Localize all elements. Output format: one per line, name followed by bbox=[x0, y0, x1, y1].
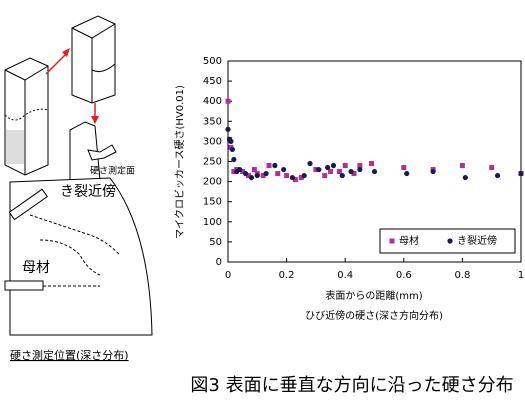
y-tick-label: 400 bbox=[203, 96, 222, 107]
point bbox=[307, 161, 312, 166]
point bbox=[369, 161, 374, 166]
legend-label: き裂近傍 bbox=[457, 234, 497, 247]
y-tick-label: 250 bbox=[203, 157, 222, 168]
shade bbox=[6, 130, 24, 164]
arrow bbox=[46, 52, 68, 74]
point bbox=[348, 169, 353, 174]
point bbox=[357, 167, 362, 172]
point bbox=[316, 167, 321, 172]
x-tick-label: 0.2 bbox=[279, 270, 295, 281]
point bbox=[325, 165, 330, 170]
caption: 図3 表面に垂直な方向に沿った硬さ分布 bbox=[190, 375, 513, 396]
point bbox=[322, 173, 327, 178]
x-axis-label: 表面からの距離(mm) bbox=[325, 289, 422, 302]
point bbox=[518, 171, 523, 176]
position-label: 硬さ測定位置(深さ分布) bbox=[10, 348, 129, 362]
y-tick-label: 300 bbox=[203, 136, 222, 147]
point bbox=[302, 173, 307, 178]
figure: 硬さ測定面 き裂近傍 母材 硬さ測定位置(深さ分布) マイクロビッカース硬さ(H… bbox=[0, 0, 525, 402]
x-tick-label: 0.8 bbox=[454, 270, 470, 281]
legend-marker bbox=[390, 239, 395, 244]
crack-label: き裂近傍 bbox=[60, 183, 116, 200]
point bbox=[272, 163, 277, 168]
point bbox=[404, 171, 409, 176]
point bbox=[243, 171, 248, 176]
x-tick-label: 1 bbox=[518, 270, 524, 281]
arrowhead bbox=[91, 116, 99, 124]
point bbox=[267, 163, 272, 168]
x-tick-label: 0.4 bbox=[337, 270, 353, 281]
point bbox=[275, 171, 280, 176]
point bbox=[263, 171, 268, 176]
x-tick-label: 0.6 bbox=[396, 270, 412, 281]
point bbox=[401, 165, 406, 170]
point bbox=[228, 139, 233, 144]
y-tick-label: 150 bbox=[203, 197, 222, 208]
point bbox=[255, 173, 260, 178]
point bbox=[284, 173, 289, 178]
x-tick-label: 0 bbox=[225, 270, 231, 281]
point bbox=[290, 175, 295, 180]
y-tick-label: 100 bbox=[203, 217, 222, 228]
y-axis-label: マイクロビッカース硬さ(HV0.01) bbox=[174, 85, 186, 239]
point bbox=[489, 165, 494, 170]
point bbox=[340, 173, 345, 178]
point bbox=[230, 147, 235, 152]
point bbox=[460, 163, 465, 168]
point bbox=[331, 163, 336, 168]
point bbox=[431, 169, 436, 174]
y-tick-label: 350 bbox=[203, 116, 222, 127]
block bbox=[72, 16, 115, 103]
point bbox=[343, 163, 348, 168]
subtitle: ひび近傍の硬さ(深さ方向分布) bbox=[305, 309, 443, 322]
y-tick-label: 200 bbox=[203, 177, 222, 188]
y-tick-label: 50 bbox=[209, 237, 222, 248]
base-label: 母材 bbox=[22, 260, 50, 276]
surface-label: 硬さ測定面 bbox=[90, 165, 135, 177]
point bbox=[463, 175, 468, 180]
point bbox=[372, 169, 377, 174]
point bbox=[495, 173, 500, 178]
point bbox=[281, 167, 286, 172]
y-tick-label: 0 bbox=[216, 257, 222, 268]
point bbox=[231, 157, 236, 162]
point bbox=[249, 175, 254, 180]
base-zone bbox=[5, 281, 43, 290]
legend-label: 母材 bbox=[399, 234, 419, 247]
y-tick-label: 450 bbox=[203, 76, 222, 87]
diagram: 硬さ測定面 き裂近傍 母材 硬さ測定位置(深さ分布) bbox=[5, 16, 152, 362]
point bbox=[225, 127, 230, 132]
arrowhead bbox=[62, 48, 70, 57]
point bbox=[226, 99, 231, 104]
y-tick-label: 500 bbox=[203, 56, 222, 67]
point bbox=[237, 167, 242, 172]
legend-marker bbox=[447, 238, 452, 243]
